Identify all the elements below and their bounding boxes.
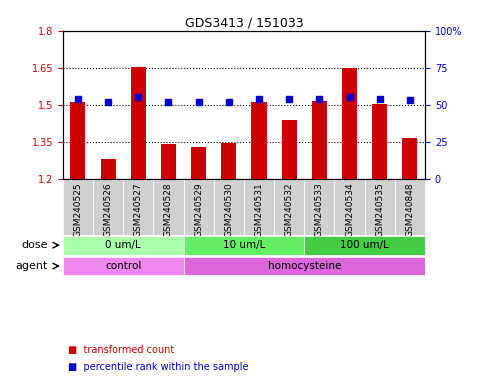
Text: ■  percentile rank within the sample: ■ percentile rank within the sample bbox=[68, 362, 248, 372]
Text: homocysteine: homocysteine bbox=[268, 261, 341, 271]
Text: GSM240529: GSM240529 bbox=[194, 182, 203, 237]
Text: GSM240535: GSM240535 bbox=[375, 182, 384, 237]
Text: 0 um/L: 0 um/L bbox=[105, 240, 141, 250]
Text: GSM240527: GSM240527 bbox=[134, 182, 143, 237]
Text: 10 um/L: 10 um/L bbox=[223, 240, 265, 250]
FancyBboxPatch shape bbox=[63, 236, 184, 255]
Text: GSM240848: GSM240848 bbox=[405, 182, 414, 237]
Bar bbox=[372, 104, 387, 179]
Text: agent: agent bbox=[15, 261, 48, 271]
Bar bbox=[100, 159, 115, 179]
FancyBboxPatch shape bbox=[63, 179, 93, 235]
FancyBboxPatch shape bbox=[244, 179, 274, 235]
FancyBboxPatch shape bbox=[365, 179, 395, 235]
Text: dose: dose bbox=[21, 240, 48, 250]
Bar bbox=[252, 103, 267, 179]
FancyBboxPatch shape bbox=[395, 179, 425, 235]
FancyBboxPatch shape bbox=[184, 257, 425, 275]
Title: GDS3413 / 151033: GDS3413 / 151033 bbox=[185, 17, 303, 30]
Text: GSM240526: GSM240526 bbox=[103, 182, 113, 237]
Text: GSM240531: GSM240531 bbox=[255, 182, 264, 237]
FancyBboxPatch shape bbox=[304, 236, 425, 255]
Text: ■  transformed count: ■ transformed count bbox=[68, 345, 174, 355]
Bar bbox=[191, 147, 206, 179]
FancyBboxPatch shape bbox=[184, 236, 304, 255]
Bar bbox=[221, 143, 236, 179]
FancyBboxPatch shape bbox=[304, 179, 334, 235]
FancyBboxPatch shape bbox=[123, 179, 154, 235]
Text: GSM240528: GSM240528 bbox=[164, 182, 173, 237]
Text: 100 um/L: 100 um/L bbox=[340, 240, 389, 250]
Text: GSM240533: GSM240533 bbox=[315, 182, 324, 237]
FancyBboxPatch shape bbox=[63, 257, 184, 275]
Bar bbox=[402, 138, 417, 179]
Bar bbox=[282, 120, 297, 179]
FancyBboxPatch shape bbox=[154, 179, 184, 235]
Text: GSM240532: GSM240532 bbox=[284, 182, 294, 237]
FancyBboxPatch shape bbox=[213, 179, 244, 235]
Text: GSM240530: GSM240530 bbox=[224, 182, 233, 237]
Bar bbox=[131, 66, 146, 179]
Text: GSM240525: GSM240525 bbox=[73, 182, 83, 237]
Bar bbox=[71, 103, 85, 179]
Text: GSM240534: GSM240534 bbox=[345, 182, 354, 237]
FancyBboxPatch shape bbox=[184, 179, 213, 235]
Bar bbox=[161, 144, 176, 179]
FancyBboxPatch shape bbox=[334, 179, 365, 235]
FancyBboxPatch shape bbox=[93, 179, 123, 235]
Bar bbox=[342, 68, 357, 179]
Text: control: control bbox=[105, 261, 142, 271]
FancyBboxPatch shape bbox=[274, 179, 304, 235]
Bar bbox=[312, 101, 327, 179]
